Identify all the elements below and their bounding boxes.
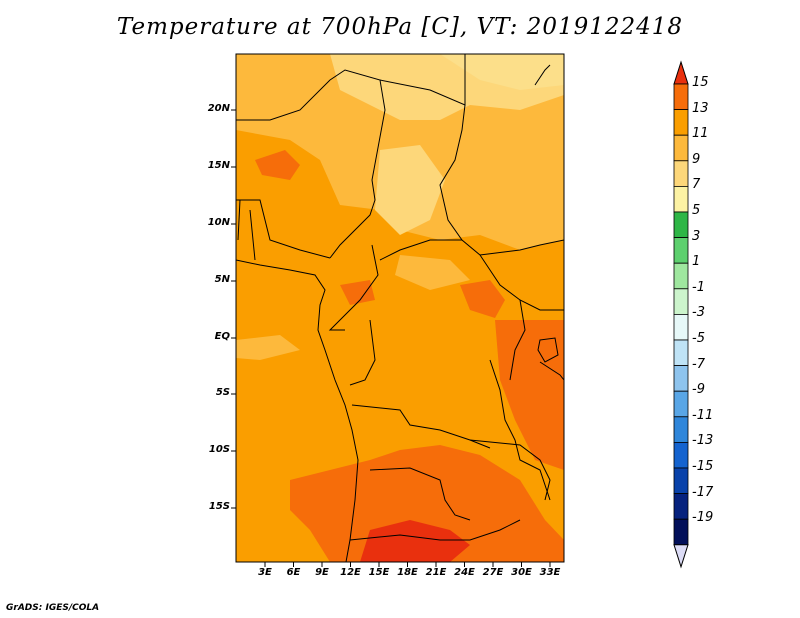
lake-victoria xyxy=(537,337,559,363)
coastline-west xyxy=(236,259,359,562)
sudan-coast xyxy=(534,64,551,86)
colorbar-segment xyxy=(673,185,689,213)
palest-region-north xyxy=(440,54,564,90)
colorbar-bottom-arrow xyxy=(673,544,689,569)
lat-label: 20N xyxy=(207,103,230,114)
colorbar-label: 9 xyxy=(692,151,701,167)
colorbar-segment xyxy=(673,493,689,520)
lon-label: 33E xyxy=(539,567,561,578)
colorbar-segment xyxy=(673,390,689,418)
hot-patch-south xyxy=(360,520,470,562)
border-east-lakes xyxy=(489,359,551,501)
border-kenya-tanzania xyxy=(539,361,564,381)
border-angola-zambia xyxy=(369,467,471,521)
border-west-small xyxy=(237,199,256,261)
colorbar-segment xyxy=(673,313,689,341)
border-drc-angola xyxy=(351,404,491,449)
border-nigeria xyxy=(236,199,331,259)
chart-title: Temperature at 700hPa [C], VT: 201912241… xyxy=(116,14,684,40)
border-zambia-east xyxy=(469,439,551,501)
lon-label: 6E xyxy=(286,567,301,578)
colorbar-top-arrow xyxy=(673,60,689,85)
colorbar-segment xyxy=(673,365,689,392)
colorbar-segment xyxy=(673,288,689,315)
colorbar-label: -3 xyxy=(692,305,705,321)
colorbar-label: -13 xyxy=(692,433,714,449)
colorbar-segment xyxy=(673,441,689,469)
warm-patch-west-sahel xyxy=(255,150,300,180)
warm-patch-east xyxy=(495,320,564,470)
colorbar-label: -1 xyxy=(692,279,705,295)
colorbar-segment xyxy=(673,237,689,264)
lat-label: 15S xyxy=(208,501,230,512)
lon-label: 21E xyxy=(425,567,447,578)
colorbar-segment xyxy=(673,339,689,367)
lon-label: 15E xyxy=(368,567,390,578)
lat-label: 15N xyxy=(207,160,230,171)
colorbar-label: -11 xyxy=(692,407,714,423)
colorbar-label: 3 xyxy=(692,228,701,244)
lat-label: 5S xyxy=(215,387,230,398)
colorbar-label: -5 xyxy=(692,331,705,346)
colorbar-segment xyxy=(673,160,689,187)
lat-label: 10N xyxy=(207,217,230,228)
grads-credit: GrADS: IGES/COLA xyxy=(6,603,100,613)
colorbar-label: -7 xyxy=(692,356,705,372)
colorbar-segment xyxy=(673,518,689,546)
lat-label: 5N xyxy=(214,274,230,285)
border-north-2 xyxy=(379,54,466,106)
border-car xyxy=(379,239,462,261)
lon-label: 18E xyxy=(397,567,418,578)
colorbar-label: -19 xyxy=(692,510,714,526)
border-chad-sudan xyxy=(439,104,564,256)
lon-label: 3E xyxy=(258,567,272,578)
colorbar-segment xyxy=(673,262,689,290)
colorbar-label: -17 xyxy=(692,484,714,500)
colorbar-segment xyxy=(673,83,689,111)
warm-patch-south xyxy=(290,445,564,562)
border-north-1 xyxy=(236,69,386,259)
border-east-2 xyxy=(509,299,526,381)
lon-label: 30E xyxy=(511,567,532,578)
lat-label: EQ xyxy=(214,331,230,342)
lon-label: 12E xyxy=(340,567,361,578)
lon-label: 27E xyxy=(482,567,504,578)
colorbar-segment xyxy=(673,467,689,495)
colorbar-label: -9 xyxy=(692,382,705,398)
cool-patch-chad xyxy=(375,145,445,235)
cool-patch-west xyxy=(236,335,300,360)
colorbar-label: 5 xyxy=(692,203,701,218)
cool-patch-central xyxy=(395,255,470,290)
colorbar-label: 7 xyxy=(692,177,701,193)
colorbar-segment xyxy=(673,211,689,239)
colorbar-segment xyxy=(673,416,689,443)
colorbar-segment xyxy=(673,109,689,136)
border-namibia xyxy=(349,519,521,541)
colorbar-label: 1 xyxy=(692,254,701,270)
warm-patch-cameroon xyxy=(340,280,375,305)
colorbar-label: -15 xyxy=(692,459,714,474)
colorbar-label: 13 xyxy=(692,100,709,116)
border-cameroon xyxy=(328,244,379,331)
warm-patch-congo xyxy=(460,280,505,318)
border-south-sudan xyxy=(479,254,564,311)
lon-label: 24E xyxy=(454,567,475,578)
lon-label: 9E xyxy=(315,567,329,578)
lat-label: 10S xyxy=(208,444,230,455)
colorbar-segment xyxy=(673,134,689,162)
colorbar-label: 11 xyxy=(692,126,709,142)
colorbar-label: 15 xyxy=(692,75,709,90)
border-congo-drc xyxy=(349,319,376,386)
map-frame xyxy=(235,53,565,563)
